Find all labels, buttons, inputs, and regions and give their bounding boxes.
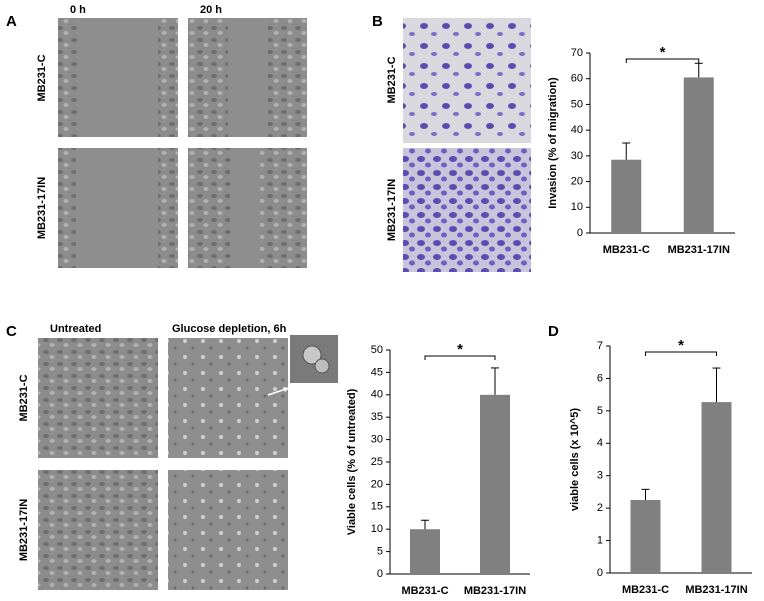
y-tick-label: 0	[577, 227, 583, 239]
x-tick-label: MB231-17IN	[685, 584, 747, 596]
significance-bracket	[645, 351, 717, 356]
y-tick-label: 50	[371, 344, 383, 356]
y-axis-label: viable cells (x 10^5)	[569, 408, 581, 511]
significance-bracket	[625, 58, 700, 63]
y-tick-label: 30	[371, 434, 383, 446]
column-label: 0 h	[70, 4, 86, 16]
bar	[701, 402, 732, 573]
bar	[410, 529, 440, 574]
column-label: Glucose depletion, 6h	[172, 323, 287, 335]
y-tick-label: 10	[571, 201, 583, 213]
bar	[630, 500, 661, 573]
y-tick-label: 0	[597, 567, 603, 579]
row-label: MB231-17IN	[36, 177, 48, 239]
row-label: MB231-17IN	[18, 499, 30, 561]
y-tick-label: 7	[597, 340, 603, 352]
y-tick-label: 40	[571, 124, 583, 136]
y-tick-label: 15	[371, 501, 383, 513]
y-tick-label: 20	[571, 175, 583, 187]
y-tick-label: 6	[597, 372, 603, 384]
micrographs-c	[38, 335, 338, 590]
micrographs-b	[403, 18, 531, 272]
y-tick-label: 40	[371, 389, 383, 401]
significance-star: *	[457, 341, 463, 358]
bar	[611, 159, 642, 233]
x-tick-label: MB231-17IN	[464, 585, 526, 597]
x-tick-label: MB231-C	[401, 585, 448, 597]
panel-letter: D	[548, 323, 559, 340]
y-tick-label: 60	[571, 73, 583, 85]
row-label: MB231-17IN	[386, 179, 398, 241]
y-tick-label: 1	[597, 534, 603, 546]
y-tick-label: 35	[371, 411, 383, 423]
panel-letter: C	[6, 323, 17, 340]
x-tick-label: MB231-C	[603, 244, 650, 256]
y-tick-label: 3	[597, 470, 603, 482]
significance-bracket	[424, 355, 496, 360]
y-tick-label: 25	[371, 456, 383, 468]
x-tick-label: MB231-C	[622, 584, 669, 596]
y-tick-label: 10	[371, 523, 383, 535]
y-axis-label: Invasion (% of migration)	[547, 77, 559, 209]
y-tick-label: 5	[597, 405, 603, 417]
row-label: MB231-C	[386, 56, 398, 103]
y-tick-label: 70	[571, 47, 583, 59]
panel-letter: B	[372, 13, 383, 30]
column-label: Untreated	[50, 323, 101, 335]
y-tick-label: 20	[371, 478, 383, 490]
y-axis-label: Viable cells (% of untreated)	[346, 388, 358, 535]
y-tick-label: 0	[377, 568, 383, 580]
row-label: MB231-C	[36, 54, 48, 101]
significance-star: *	[678, 337, 684, 354]
significance-star: *	[660, 44, 666, 61]
bar	[480, 394, 510, 574]
y-tick-label: 30	[571, 150, 583, 162]
y-tick-label: 2	[597, 502, 603, 514]
x-tick-label: MB231-17IN	[668, 244, 730, 256]
y-tick-label: 50	[571, 98, 583, 110]
y-tick-label: 45	[371, 366, 383, 378]
y-tick-label: 5	[377, 546, 383, 558]
column-label: 20 h	[200, 4, 222, 16]
panel-letter: A	[6, 13, 17, 30]
bar	[683, 77, 714, 233]
y-tick-label: 4	[597, 437, 603, 449]
row-label: MB231-C	[18, 374, 30, 421]
micrographs-a	[58, 18, 307, 268]
